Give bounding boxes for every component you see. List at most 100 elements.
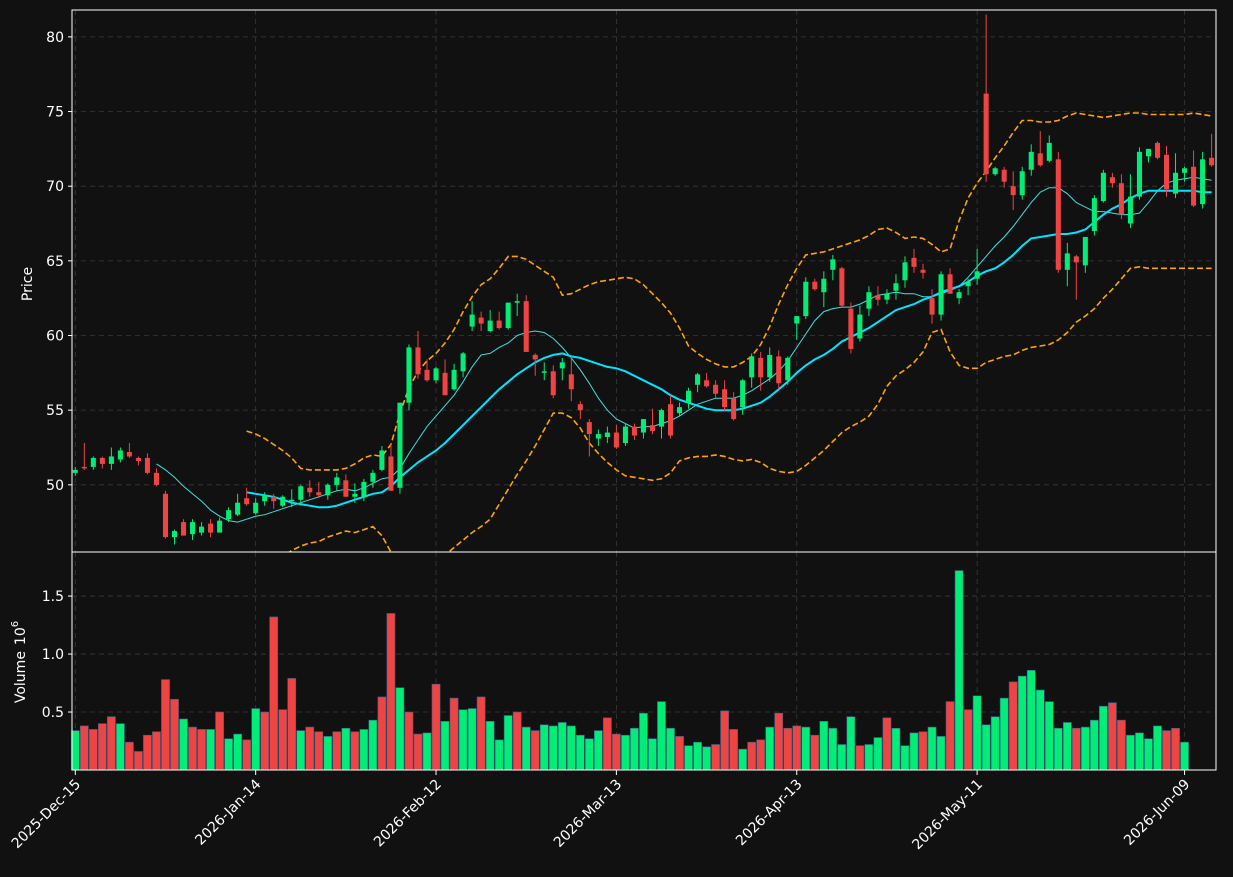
candle [280,495,286,508]
candle [217,517,223,533]
candle-body [740,380,746,408]
candle [478,311,484,332]
volume-tick-label: 1.0 [42,647,64,663]
candle [884,289,890,305]
candle-body [622,426,628,444]
volume-bar [539,724,549,771]
candle [162,490,169,539]
candle-body [117,450,123,460]
candle-body [379,450,385,470]
candle [704,372,710,388]
candle [298,484,304,506]
candle-body [496,320,502,329]
volume-bars [70,570,1189,771]
candle [1064,242,1070,287]
volume-bar [395,687,405,771]
volume-bar [413,733,423,771]
candle [1100,169,1106,203]
volume-bar [566,725,576,771]
volume-bar [756,739,766,771]
candle-body [199,526,205,533]
candle [72,466,78,476]
candle [640,419,646,439]
volume-bar [215,711,224,771]
candle [1136,147,1142,200]
candle-body [803,281,809,317]
price-tick-label: 65 [46,254,64,270]
candle [180,519,187,536]
volume-axis-label: Volume106 [10,621,29,703]
candle-body [568,374,574,390]
candle [451,363,457,391]
candle [1010,171,1016,211]
candle-body [776,356,782,384]
volume-bar [125,741,134,771]
volume-bar [1080,726,1090,771]
volume-bar [530,730,540,771]
volume-bar [1162,730,1171,771]
candle [406,344,412,411]
candle-body [1118,183,1124,215]
volume-bar [1035,689,1045,771]
candle [550,365,556,399]
candle-body [929,298,935,315]
volume-bar [422,732,432,771]
candle [1109,172,1115,188]
candle [785,356,791,385]
volume-bar [918,731,928,771]
volume-bar [846,716,856,771]
candle-body [1019,171,1025,196]
volume-bar [341,727,351,771]
candle-body [1100,172,1106,202]
candle [424,359,430,382]
ma-slow-line [246,189,1212,509]
candle-body [1073,256,1079,263]
candle-body [451,369,457,390]
candle-body [812,281,818,290]
candle-body [1001,169,1007,182]
price-tick-label: 50 [46,478,64,494]
candle-body [262,495,268,502]
candle-body [316,492,322,496]
candle-body [704,380,710,387]
candle-body [289,499,295,502]
candle-body [325,484,331,496]
candle [658,408,665,439]
candle-body [352,493,358,497]
candle-body [1127,196,1133,224]
candle-body [830,259,836,270]
candle-body [713,384,719,394]
moving-averages [156,176,1212,523]
volume-bar [810,734,820,771]
candle-body [595,434,601,439]
candle [235,493,241,517]
volume-bar [693,741,702,771]
candle [289,489,295,508]
price-y-ticks: 50 55 60 65 70 75 80 [46,30,72,494]
volume-bar [972,695,982,771]
candle [1163,145,1170,197]
volume-bar [116,723,125,771]
candle [857,305,863,342]
volume-bar [170,698,179,771]
candle-body [550,371,556,396]
volume-bar [251,708,261,771]
candle [1127,174,1133,228]
candle [848,302,854,354]
candle [253,498,259,515]
volume-bar [1026,669,1036,771]
candle [1200,151,1206,209]
volume-y-ticks: 0.5 1.0 1.5 [42,589,72,721]
candle [199,522,205,536]
candle-body [1209,157,1215,166]
volume-bar [476,696,486,771]
candle-body [821,278,827,293]
candle-body [586,422,592,435]
candle [496,311,502,330]
volume-bar [143,734,152,771]
candle-body [208,523,214,533]
candle [965,278,971,296]
candle [676,402,683,417]
candle-body [469,314,475,327]
